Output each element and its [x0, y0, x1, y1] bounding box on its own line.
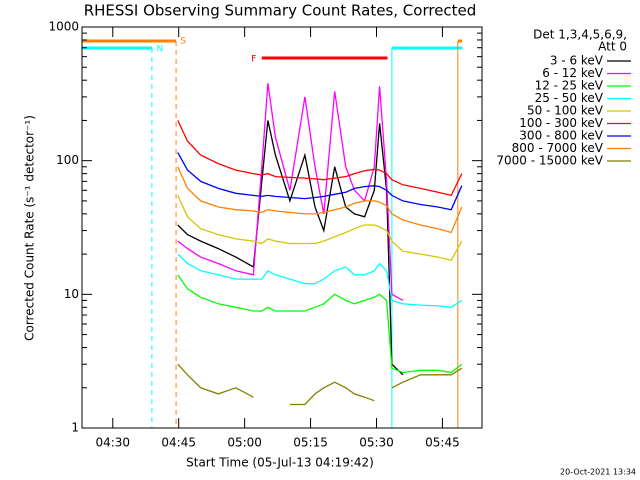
series-line [177, 120, 404, 376]
legend-header: Att 0 [598, 40, 627, 54]
y-tick-label: 10 [64, 287, 79, 301]
legend-label: 100 - 300 keV [519, 116, 603, 130]
x-axis-label: Start Time (05-Jul-13 04:19:42) [186, 456, 374, 470]
series-line [177, 83, 404, 301]
footer: 20-Oct-2021 13:34 [560, 468, 636, 477]
legend-label: 6 - 12 keV [542, 66, 604, 80]
series-group [177, 83, 463, 406]
chart-title: RHESSI Observing Summary Count Rates, Co… [84, 2, 477, 20]
series-line [177, 166, 463, 234]
flag-label: S [180, 37, 186, 47]
legend-label: 7000 - 15000 keV [496, 154, 603, 168]
legend-label: 12 - 25 keV [535, 79, 604, 93]
x-tick-label: 05:45 [425, 436, 460, 450]
flag-label: F [251, 55, 256, 65]
series-line [391, 367, 463, 389]
x-tick-label: 05:00 [227, 436, 262, 450]
series-line [177, 120, 463, 197]
y-tick-label: 100 [56, 153, 79, 167]
flag-label: N [157, 45, 164, 55]
plot-frame [81, 26, 483, 429]
y-tick-label: 1000 [48, 20, 79, 34]
series-line [177, 195, 463, 261]
x-tick-label: 05:15 [293, 436, 328, 450]
y-axis-label: Corrected Count Rate (s⁻¹ detector⁻¹) [23, 115, 37, 341]
series-line [177, 253, 463, 308]
legend-label: 50 - 100 keV [527, 104, 604, 118]
series-line [177, 363, 254, 398]
x-tick-label: 04:30 [95, 436, 130, 450]
x-tick-label: 04:45 [161, 436, 196, 450]
legend-label: 300 - 800 keV [519, 129, 603, 143]
series-line [177, 152, 463, 211]
legend-label: 25 - 50 keV [535, 91, 604, 105]
x-tick-label: 05:30 [359, 436, 394, 450]
series-line [177, 274, 463, 374]
legend-header: Det 1,3,4,5,6,9, [533, 28, 627, 42]
legend-label: 3 - 6 keV [550, 54, 604, 68]
legend-label: 800 - 7000 keV [512, 141, 604, 155]
series-line [289, 381, 375, 406]
y-tick-label: 1 [71, 421, 79, 435]
